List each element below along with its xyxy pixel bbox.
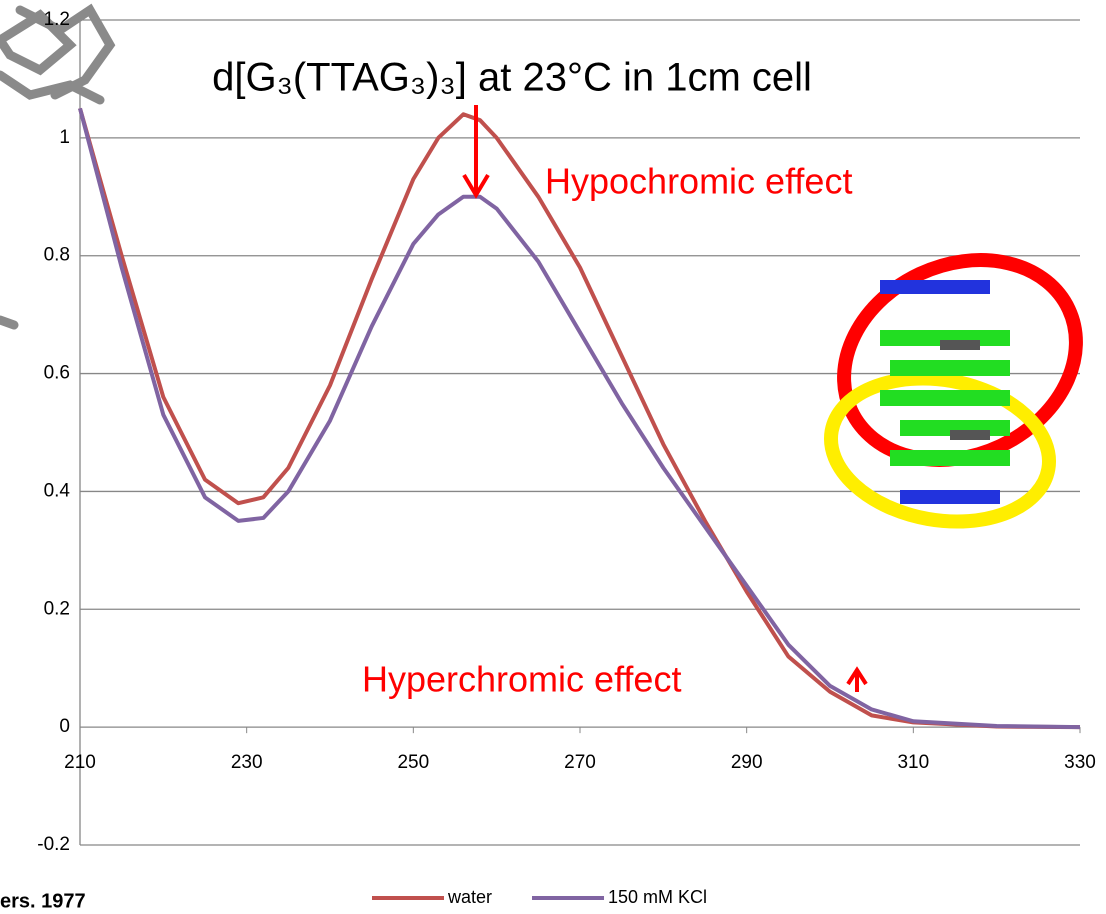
y-tick-label: 1.2 xyxy=(44,9,70,30)
x-tick-label: 270 xyxy=(564,752,596,773)
decor-top-left xyxy=(0,3,116,330)
x-tick-label: 230 xyxy=(231,752,263,773)
y-tick-label: 0.4 xyxy=(44,480,71,501)
y-tick-label: 0.6 xyxy=(44,363,70,384)
x-tick-label: 310 xyxy=(897,752,929,773)
x-tick-label: 330 xyxy=(1064,752,1096,773)
molecule-illustration xyxy=(823,253,1083,529)
y-tick-label: 1 xyxy=(59,127,70,148)
data-line xyxy=(78,107,1081,730)
annotation: Hypochromic effect xyxy=(545,161,852,202)
plot-area xyxy=(78,19,1081,846)
chart-title: d[G₃(TTAG₃)₃] at 23°C in 1cm cell xyxy=(212,56,812,100)
x-tick-label: 210 xyxy=(64,752,96,773)
y-tick-label: 0.2 xyxy=(44,598,70,619)
x-tick-label: 250 xyxy=(397,752,429,773)
y-tick-label: -0.2 xyxy=(37,834,70,855)
y-tick-label: 0 xyxy=(59,716,70,737)
arrow xyxy=(462,105,868,692)
x-tick-label: 290 xyxy=(731,752,763,773)
annotation: ers. 1977 xyxy=(0,890,86,912)
legend-label: water xyxy=(447,887,492,907)
annotation: Hyperchromic effect xyxy=(362,659,681,700)
y-tick-label: 0.8 xyxy=(44,245,70,266)
data-line xyxy=(78,107,1081,730)
legend-label: 150 mM KCl xyxy=(608,887,707,907)
